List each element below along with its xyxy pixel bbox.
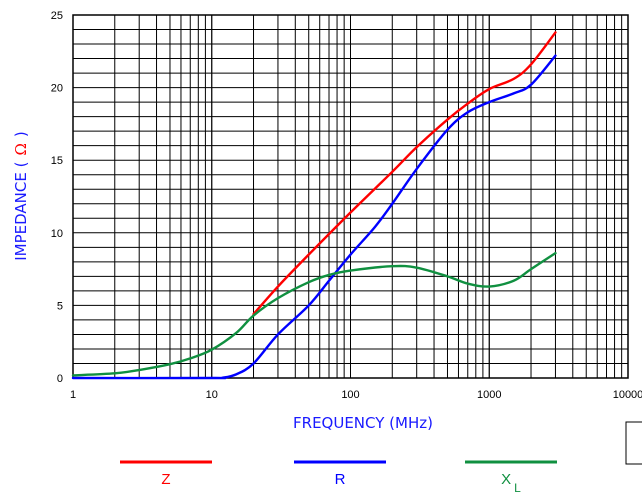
y-axis-title-main: IMPEDANCE (: [12, 162, 30, 261]
legend-label: Z: [161, 471, 170, 488]
x-tick-label: 100: [341, 389, 359, 401]
series-line-z: [252, 31, 557, 316]
y-axis-title-unit: Ω: [12, 143, 30, 155]
x-axis-title: FREQUENCY (MHz): [293, 414, 433, 432]
y-axis-title-end: ): [12, 131, 30, 137]
tick-labels: 1 10 100 1000 10000 0 5 10 15 20 25: [51, 10, 642, 401]
x-tick-label: 10000: [613, 389, 642, 401]
y-tick-label: 10: [51, 228, 63, 240]
y-tick-label: 20: [51, 83, 63, 95]
series-line-xl: [71, 251, 557, 377]
x-tick-label: 1: [70, 389, 76, 401]
y-tick-label: 5: [57, 300, 63, 312]
y-tick-label: 15: [51, 155, 63, 167]
y-axis-title: IMPEDANCE ( Ω): [12, 131, 30, 261]
plot-frame: [72, 14, 629, 379]
x-tick-label: 10: [206, 389, 218, 401]
edge-box: [625, 421, 642, 465]
series-line-r: [71, 54, 557, 380]
y-tick-label: 25: [51, 10, 63, 22]
y-tick-label: 0: [57, 373, 63, 385]
x-tick-label: 1000: [477, 389, 501, 401]
series-lines: [71, 31, 557, 380]
legend-label: R: [335, 471, 346, 488]
